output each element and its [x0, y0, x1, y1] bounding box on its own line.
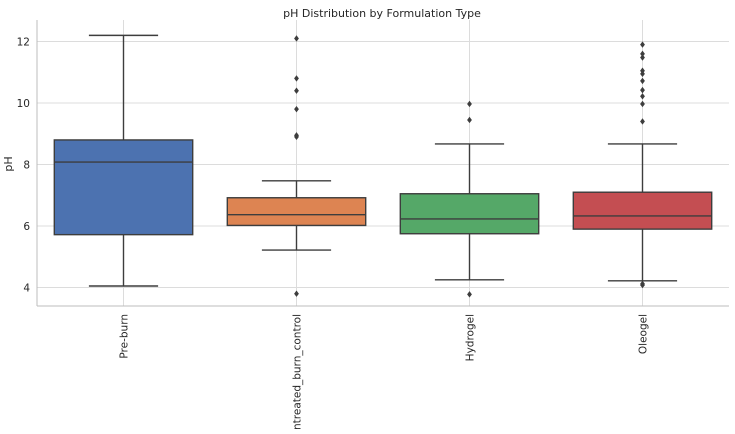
outlier-point — [294, 290, 299, 297]
outlier-point — [640, 93, 645, 100]
box-iqr — [53, 139, 194, 236]
outlier-point — [294, 105, 299, 113]
y-axis-ticks: 4 6 8 10 12 — [17, 37, 31, 295]
outlier-point — [294, 87, 299, 94]
outlier-point — [640, 86, 645, 94]
box-group — [572, 41, 713, 289]
box-group — [399, 100, 540, 298]
outlier-point — [294, 35, 299, 42]
outlier-point — [640, 67, 645, 74]
outlier-point — [640, 41, 645, 48]
x-tick-label: Pre-burn — [119, 314, 131, 359]
y-tick-label: 12 — [17, 37, 30, 49]
box-iqr — [226, 197, 367, 227]
y-tick-label: 6 — [23, 221, 30, 233]
outlier-point — [294, 132, 299, 139]
axes — [36, 20, 729, 307]
outlier-point — [294, 75, 299, 82]
outlier-point — [467, 100, 472, 108]
outlier-point — [640, 118, 645, 125]
outlier-point — [467, 116, 472, 124]
boxes-layer — [53, 34, 713, 298]
box-iqr — [572, 191, 713, 230]
y-tick-label: 8 — [23, 160, 30, 172]
chart-title: pH Distribution by Formulation Type — [283, 7, 481, 20]
outlier-point — [640, 100, 645, 108]
x-tick-label: Untreated_burn_control — [292, 314, 304, 430]
y-tick-label: 10 — [17, 98, 30, 110]
y-tick-label: 4 — [23, 283, 30, 295]
outlier-point — [640, 77, 645, 85]
outlier-point — [640, 54, 645, 61]
x-tick-label: Hydrogel — [465, 314, 477, 361]
box-group — [53, 34, 194, 287]
outlier-point — [640, 50, 645, 58]
y-axis-label: pH — [2, 156, 15, 171]
box-iqr — [399, 193, 540, 235]
x-tick-label: Oleogel — [638, 314, 650, 354]
outlier-point — [640, 280, 645, 288]
box-group — [226, 35, 367, 297]
outlier-point — [467, 291, 472, 298]
x-axis-ticks: Pre-burn Untreated_burn_control Hydrogel Ol… — [119, 314, 650, 434]
